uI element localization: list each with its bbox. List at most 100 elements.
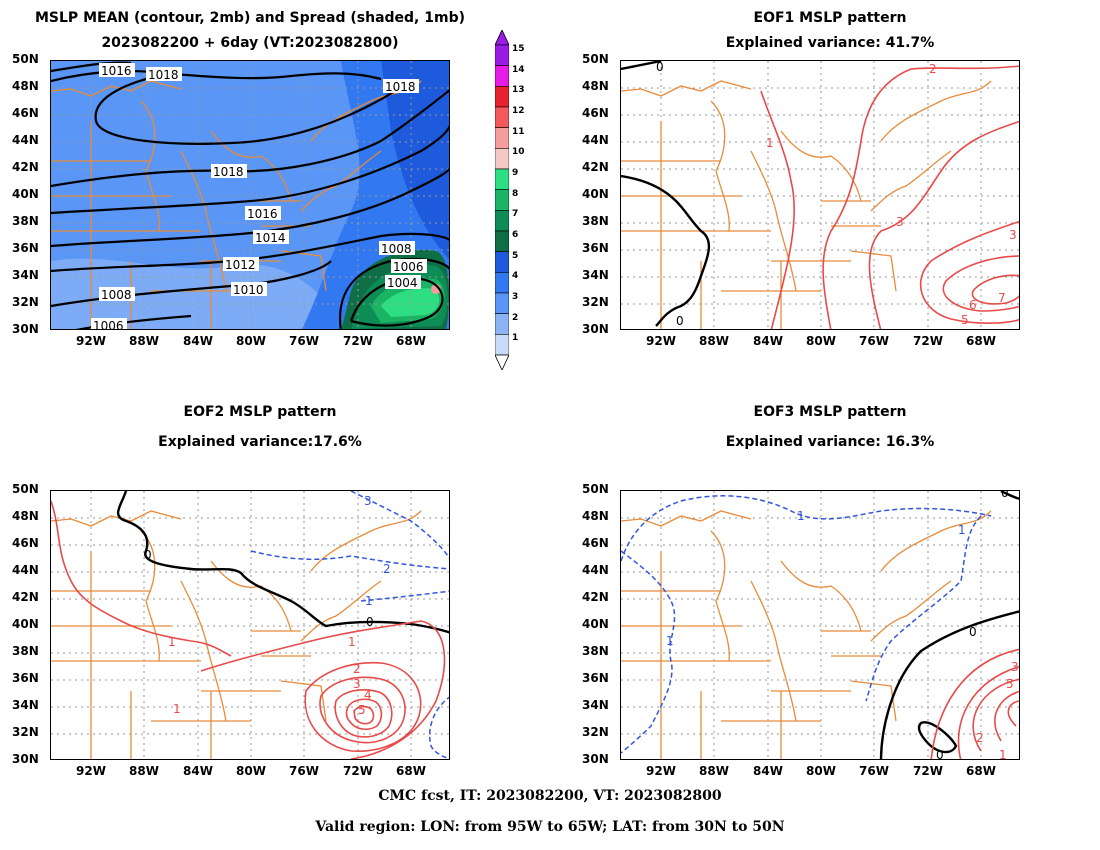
lat-label: 40N — [12, 187, 39, 201]
eof1-label: 6 — [969, 298, 977, 312]
lon-label: 76W — [859, 334, 889, 348]
lon-label: 68W — [966, 334, 996, 348]
lat-label: 42N — [582, 160, 609, 174]
lat-label: 46N — [582, 536, 609, 550]
footer-valid-region: Valid region: LON: from 95W to 65W; LAT:… — [315, 819, 785, 835]
mean-label: 1008 — [101, 288, 132, 302]
lat-label: 38N — [582, 214, 609, 228]
lat-label: 30N — [12, 752, 39, 766]
lat-label: 50N — [582, 52, 609, 66]
lon-label: 92W — [76, 334, 106, 348]
colorbar-swatch — [495, 313, 509, 335]
colorbar-swatch — [495, 334, 509, 356]
lat-label: 30N — [12, 322, 39, 336]
colorbar-level-label: 2 — [512, 312, 519, 323]
lat-label: 40N — [12, 617, 39, 631]
lon-label: 80W — [806, 334, 836, 348]
eof3-label: 1 — [958, 523, 966, 537]
lat-label: 40N — [582, 617, 609, 631]
mean-label: 1016 — [101, 64, 132, 78]
lon-label: 88W — [129, 764, 159, 778]
eof1-label: 1 — [766, 136, 774, 150]
eof2-label: 1 — [365, 594, 373, 608]
lat-label: 44N — [582, 563, 609, 577]
colorbar-swatch — [495, 148, 509, 170]
colorbar-level-label: 6 — [512, 230, 519, 240]
colorbar-level-label: 8 — [512, 188, 519, 199]
eof3-label: 3 — [1011, 660, 1019, 674]
colorbar-level-label: 9 — [512, 168, 519, 178]
eof1-map: 2 1 3 3 6 7 5 0 0 — [620, 60, 1020, 330]
eof1-label: 5 — [961, 313, 969, 327]
mean-label: 1012 — [225, 258, 256, 272]
eof1-label: 0 — [676, 314, 684, 328]
mean-label: 1018 — [148, 68, 179, 82]
colorbar-level-label: 3 — [512, 292, 519, 302]
lat-label: 40N — [582, 187, 609, 201]
colorbar-level-label: 11 — [512, 126, 525, 137]
mean-contour-labels: 1016 1018 1018 1018 1016 1014 1012 1010 … — [91, 63, 427, 330]
mean-label: 1006 — [93, 319, 124, 330]
lat-label: 42N — [12, 160, 39, 174]
colorbar-swatch — [495, 210, 509, 232]
eof3-label: 0 — [936, 748, 944, 760]
colorbar-swatch — [495, 251, 509, 273]
lat-label: 32N — [582, 295, 609, 309]
lon-label: 80W — [236, 764, 266, 778]
lon-label: 72W — [343, 334, 373, 348]
lon-label: 92W — [646, 764, 676, 778]
eof2-label: 2 — [353, 662, 361, 676]
lat-label: 48N — [582, 509, 609, 523]
eof2-title-2: Explained variance:17.6% — [158, 434, 362, 450]
lon-label: 84W — [183, 764, 213, 778]
lat-label: 48N — [12, 79, 39, 93]
eof1-title-1: EOF1 MSLP pattern — [753, 10, 907, 26]
lat-label: 44N — [582, 133, 609, 147]
eof3-map: 0 0 0 1 1 1 3 5 2 1 — [620, 490, 1020, 760]
lat-label: 32N — [582, 725, 609, 739]
eof2-label: 1 — [348, 635, 356, 649]
eof2-label: 2 — [383, 562, 391, 576]
eof1-label: 0 — [656, 61, 664, 74]
footer-forecast-info: CMC fcst, IT: 2023082200, VT: 2023082800 — [378, 788, 722, 804]
lat-label: 46N — [12, 536, 39, 550]
eof3-label: 1 — [999, 748, 1007, 760]
colorbar-swatch — [495, 127, 509, 149]
lat-label: 48N — [12, 509, 39, 523]
lon-label: 84W — [753, 764, 783, 778]
colorbar-level-label: 15 — [512, 44, 525, 54]
colorbar-level-label: 13 — [512, 85, 525, 96]
mean-label: 1010 — [233, 283, 264, 297]
colorbar-swatch — [495, 230, 509, 252]
eof2-label: 3 — [353, 677, 361, 691]
colorbar-swatch — [495, 272, 509, 294]
lat-label: 34N — [582, 268, 609, 282]
lat-label: 38N — [582, 644, 609, 658]
mean-label: 1004 — [387, 276, 418, 290]
eof2-label: 4 — [364, 688, 372, 702]
lon-label: 68W — [396, 334, 426, 348]
lat-label: 32N — [12, 295, 39, 309]
eof3-label: 1 — [666, 634, 674, 648]
lat-label: 36N — [12, 241, 39, 255]
eof1-title-2: Explained variance: 41.7% — [725, 35, 935, 51]
eof1-label: 7 — [998, 291, 1006, 305]
lat-label: 44N — [12, 133, 39, 147]
lon-label: 92W — [76, 764, 106, 778]
lat-label: 50N — [582, 482, 609, 496]
lon-label: 80W — [806, 764, 836, 778]
lon-label: 76W — [289, 334, 319, 348]
lat-label: 42N — [12, 590, 39, 604]
lon-label: 68W — [396, 764, 426, 778]
colorbar-swatch — [495, 168, 509, 190]
eof2-label: 1 — [168, 635, 176, 649]
mean-label: 1014 — [255, 231, 286, 245]
lat-label: 42N — [582, 590, 609, 604]
colorbar-swatch — [495, 44, 509, 66]
eof3-title-1: EOF3 MSLP pattern — [753, 404, 907, 420]
eof2-label: 0 — [366, 615, 374, 629]
colorbar-swatch — [495, 65, 509, 87]
lon-label: 80W — [236, 334, 266, 348]
colorbar-level-label: 4 — [512, 271, 519, 282]
lon-label: 88W — [699, 764, 729, 778]
